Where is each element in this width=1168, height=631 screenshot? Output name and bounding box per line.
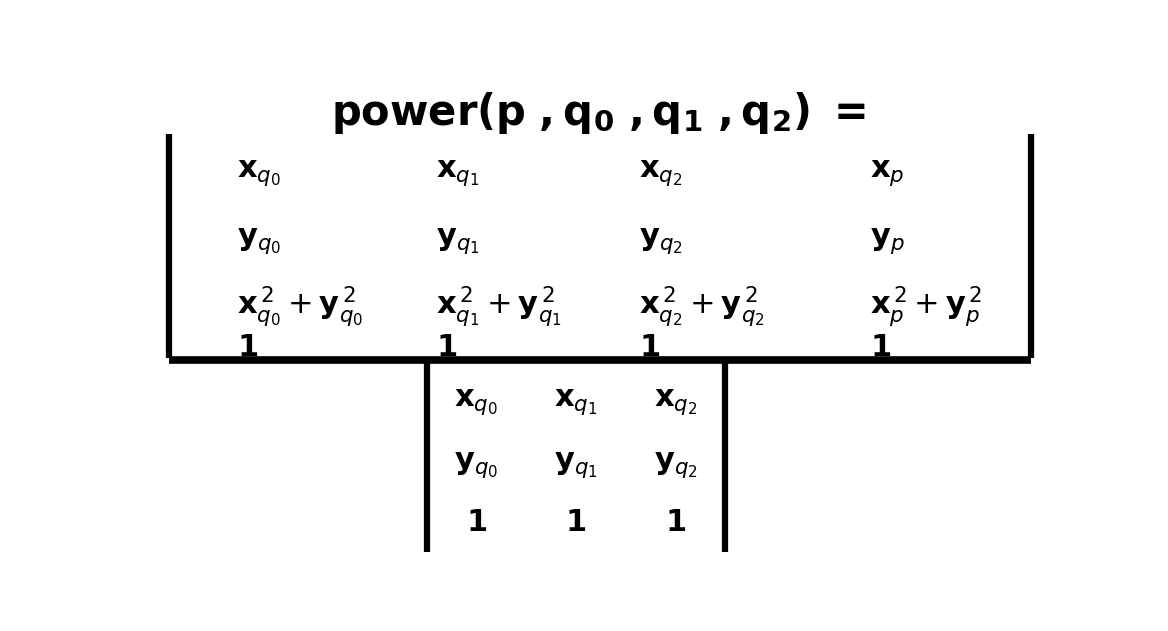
Text: $\mathbf{y}_{q_1}$: $\mathbf{y}_{q_1}$	[554, 449, 598, 480]
Text: $\mathbf{x}_{p}$: $\mathbf{x}_{p}$	[870, 157, 905, 189]
Text: $\mathbf{x}_{q_0}$: $\mathbf{x}_{q_0}$	[236, 157, 280, 189]
Text: $\mathbf{x}_{q_1}$: $\mathbf{x}_{q_1}$	[436, 157, 479, 189]
Text: $\mathbf{1}$: $\mathbf{1}$	[466, 507, 487, 538]
Text: $\mathbf{x}_{q_1}$: $\mathbf{x}_{q_1}$	[554, 386, 598, 416]
Text: $\mathbf{y}_{q_1}$: $\mathbf{y}_{q_1}$	[436, 225, 480, 256]
Text: $\mathbf{1}$: $\mathbf{1}$	[639, 333, 660, 363]
Text: $\mathbf{x}_{q_2}^{\,2} + \mathbf{y}_{q_2}^{\,2}$: $\mathbf{x}_{q_2}^{\,2} + \mathbf{y}_{q_…	[639, 284, 765, 329]
Text: $\mathbf{y}_{p}$: $\mathbf{y}_{p}$	[870, 225, 905, 256]
Text: $\mathbf{x}_{q_2}$: $\mathbf{x}_{q_2}$	[639, 157, 683, 189]
Text: $\mathbf{1}$: $\mathbf{1}$	[236, 333, 258, 363]
Text: $\bf{power(p\ ,q_0\ ,q_1\ ,q_2)\ =}$: $\bf{power(p\ ,q_0\ ,q_1\ ,q_2)\ =}$	[332, 90, 865, 136]
Text: $\mathbf{1}$: $\mathbf{1}$	[870, 333, 891, 363]
Text: $\mathbf{y}_{q_0}$: $\mathbf{y}_{q_0}$	[454, 449, 499, 480]
Text: $\mathbf{1}$: $\mathbf{1}$	[436, 333, 457, 363]
Text: $\mathbf{y}_{q_0}$: $\mathbf{y}_{q_0}$	[236, 225, 280, 256]
Text: $\mathbf{1}$: $\mathbf{1}$	[665, 507, 686, 538]
Text: $\mathbf{y}_{q_2}$: $\mathbf{y}_{q_2}$	[654, 449, 697, 480]
Text: $\mathbf{1}$: $\mathbf{1}$	[565, 507, 586, 538]
Text: $\mathbf{x}_{q_1}^{\,2} + \mathbf{y}_{q_1}^{\,2}$: $\mathbf{x}_{q_1}^{\,2} + \mathbf{y}_{q_…	[436, 284, 562, 329]
Text: $\mathbf{x}_{p}^{\,2} + \mathbf{y}_{p}^{\,2}$: $\mathbf{x}_{p}^{\,2} + \mathbf{y}_{p}^{…	[870, 284, 982, 329]
Text: $\mathbf{x}_{q_2}$: $\mathbf{x}_{q_2}$	[654, 386, 697, 416]
Text: $\mathbf{y}_{q_2}$: $\mathbf{y}_{q_2}$	[639, 225, 683, 256]
Text: $\mathbf{x}_{q_0}$: $\mathbf{x}_{q_0}$	[454, 386, 499, 416]
Text: $\mathbf{x}_{q_0}^{\,2} + \mathbf{y}_{q_0}^{\,2}$: $\mathbf{x}_{q_0}^{\,2} + \mathbf{y}_{q_…	[236, 284, 363, 329]
